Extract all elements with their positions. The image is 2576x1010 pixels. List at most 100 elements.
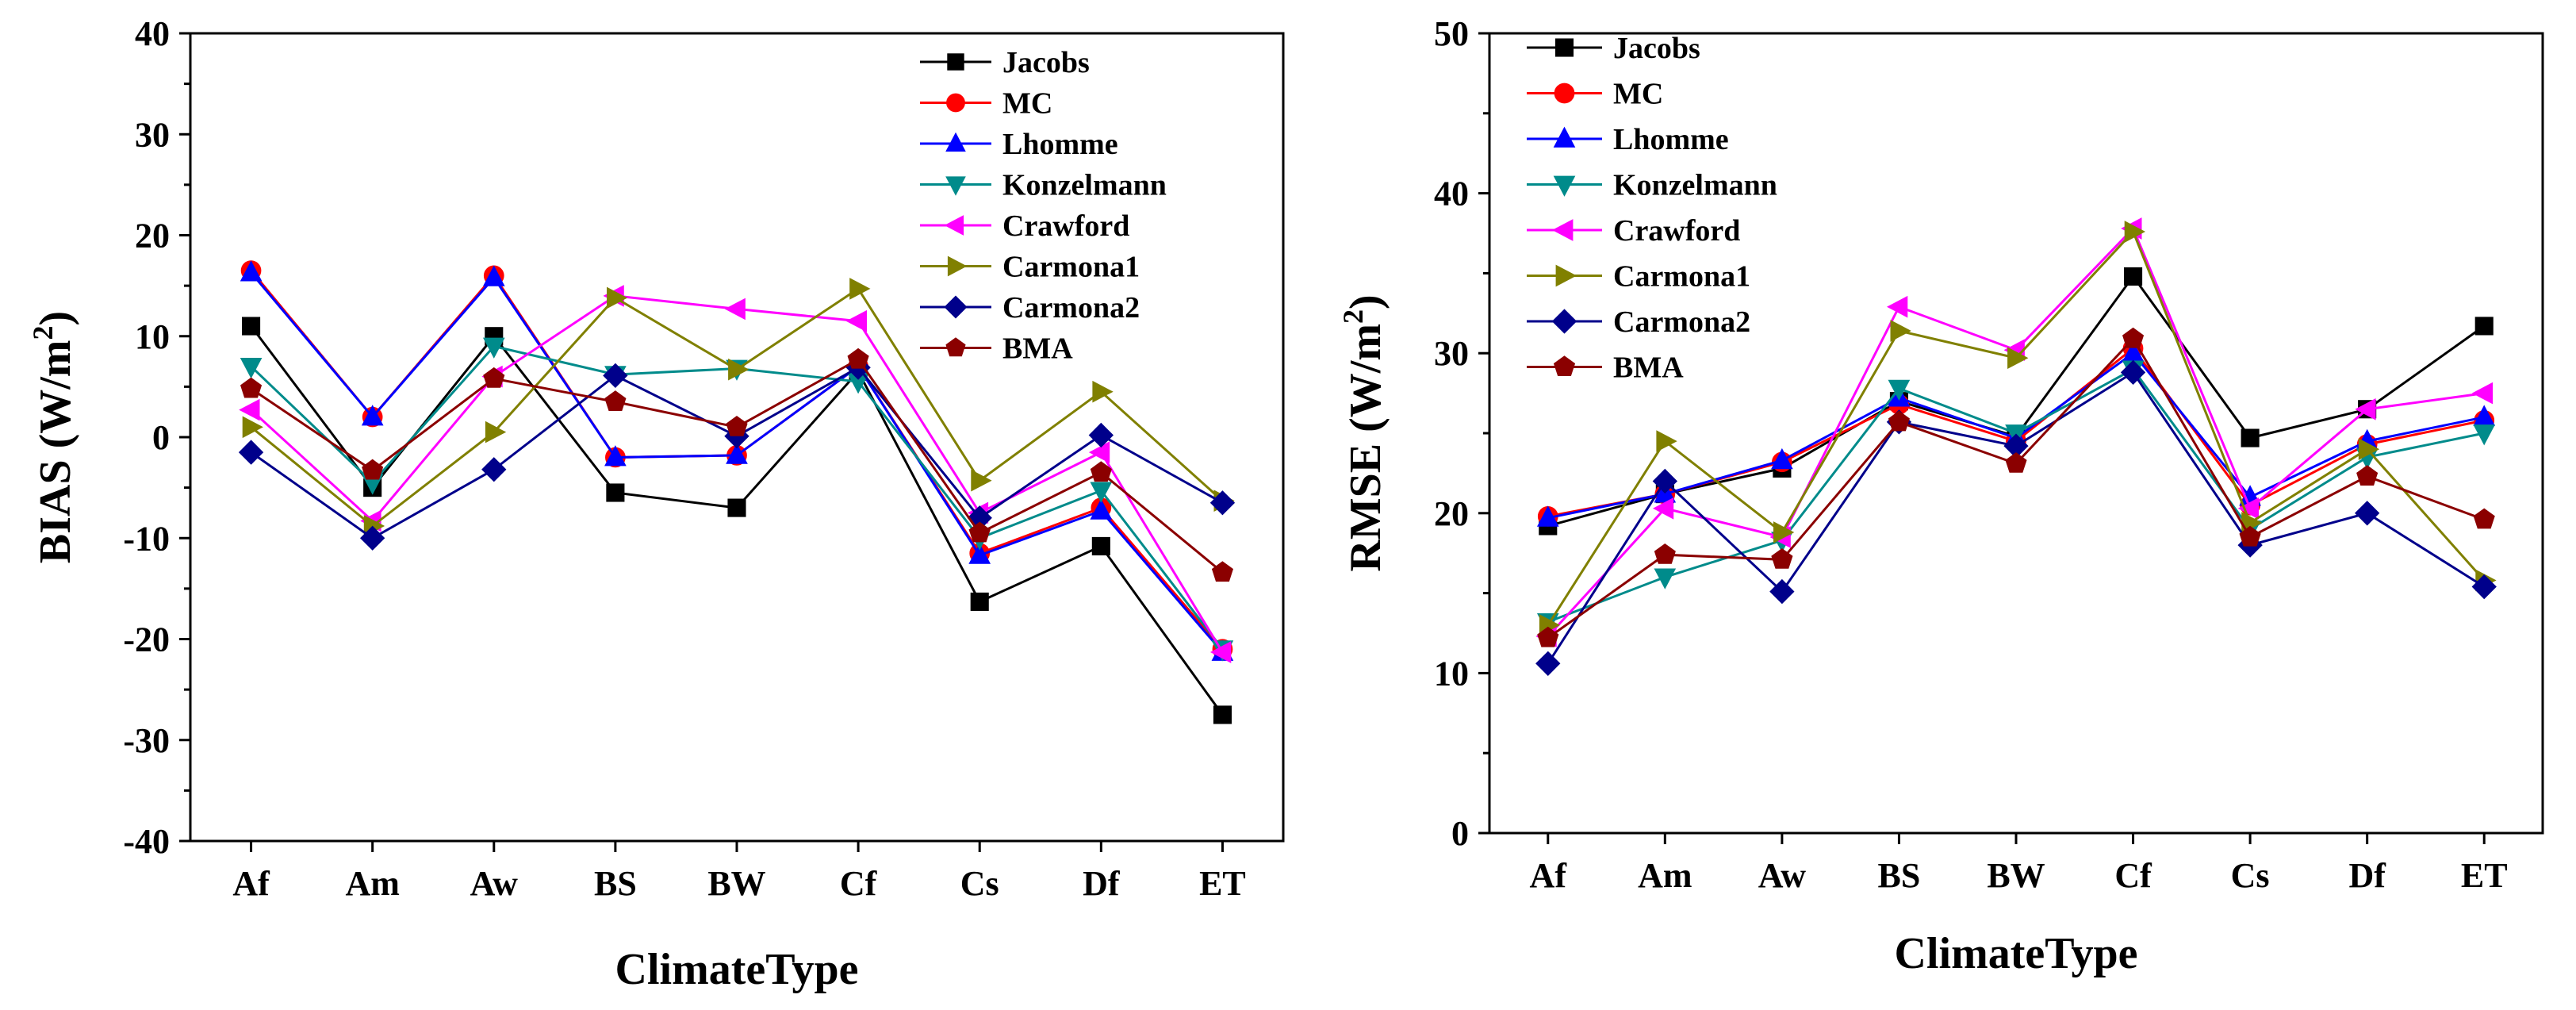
bias-legend-marker — [945, 176, 966, 196]
rmse-x-axis-title: ClimateType — [1895, 929, 2138, 978]
rmse-legend-marker — [1554, 83, 1575, 104]
rmse-x-tick-label: Am — [1638, 856, 1692, 895]
rmse-legend-item-bma: BMA — [1527, 351, 1684, 385]
bias-carmona2-point — [238, 440, 264, 465]
rmse-legend-label: Crawford — [1613, 214, 1740, 248]
bias-legend-item-bma: BMA — [920, 332, 1073, 366]
rmse-x-tick-label: ET — [2461, 856, 2508, 895]
rmse-carmona2-point — [1769, 578, 1795, 605]
rmse-y-tick-label: 20 — [1434, 494, 1469, 533]
bias-y-tick-label: 20 — [135, 217, 170, 255]
rmse-legend-item-crawford: Crawford — [1527, 214, 1740, 248]
bias-bma-point — [604, 390, 627, 411]
rmse-chart: 0 10 20 30 40 50 Af Am Aw BS BW Cf Cs Df ET Jacobs MC Lh… — [1337, 14, 2544, 978]
rmse-x-tick-label: Cf — [2114, 856, 2152, 895]
bias-x-tick-label: Cs — [960, 864, 999, 903]
bias-konzelmann-point — [482, 337, 505, 359]
rmse-legend-label: Konzelmann — [1613, 169, 1777, 202]
bias-konzelmann-point — [240, 358, 263, 379]
rmse-carmona1-point — [1773, 521, 1795, 543]
bias-bma-line — [250, 358, 1224, 574]
bias-carmona1-point — [1092, 380, 1114, 403]
bias-y-tick-label: -10 — [123, 519, 170, 558]
rmse-bma-point — [2473, 508, 2495, 529]
rmse-series-carmona1 — [1539, 221, 2497, 636]
bias-lhomme-point — [240, 260, 263, 282]
bias-x-tick-label: Af — [232, 864, 270, 903]
bias-bma-point — [483, 367, 505, 388]
bias-jacobs-point — [1213, 705, 1232, 724]
bias-crawford-point — [1088, 441, 1110, 463]
rmse-legend-label: MC — [1613, 78, 1663, 111]
bias-y-axis-title: BIAS (W/m2) — [27, 311, 80, 563]
rmse-x-tick-label: Af — [1530, 856, 1568, 895]
rmse-crawford-point — [1887, 295, 1908, 318]
rmse-bma-point — [2239, 525, 2261, 547]
bias-legend-label: Jacobs — [1002, 46, 1090, 79]
bias-crawford-line — [250, 294, 1224, 653]
bias-y-tick-label: 10 — [135, 317, 170, 356]
rmse-legend-marker — [1553, 355, 1576, 376]
bias-x-tick-label: Am — [345, 864, 399, 903]
bias-y-tick-label: -20 — [123, 620, 170, 659]
bias-bma-point — [968, 521, 991, 543]
rmse-x-tick-label: BS — [1878, 856, 1921, 895]
bias-crawford-point — [239, 398, 260, 421]
bias-x-tick-label: Df — [1083, 864, 1121, 903]
rmse-legend-marker — [1551, 309, 1577, 334]
rmse-y-tick-label: 50 — [1434, 14, 1469, 53]
bias-konzelmann-line — [250, 344, 1224, 651]
bias-y-tick-label: 40 — [135, 14, 170, 53]
bias-carmona1-point — [849, 278, 871, 300]
bias-legend-item-jacobs: Jacobs — [920, 46, 1090, 79]
bias-legend-marker — [944, 215, 964, 236]
rmse-carmona2-point — [2471, 574, 2497, 600]
bias-carmona2-point — [481, 457, 507, 482]
bias-y-tick-label: 30 — [135, 115, 170, 154]
rmse-bma-point — [1537, 626, 1559, 647]
bias-legend: Jacobs MC Lhomme Konzelmann Crawford Carmona1… — [920, 46, 1167, 366]
rmse-bma-point — [2005, 452, 2027, 473]
bias-carmona2-point — [1209, 490, 1236, 516]
rmse-x-tick-label: Cs — [2231, 856, 2270, 895]
rmse-x-tick-label: BW — [1987, 856, 2045, 895]
bias-crawford-point — [845, 309, 867, 332]
bias-carmona1-point — [485, 421, 507, 444]
bias-bma-point — [240, 377, 263, 398]
rmse-carmona2-point — [2354, 501, 2380, 526]
bias-carmona1-point — [607, 286, 628, 309]
rmse-jacobs-point — [2241, 428, 2260, 447]
bias-y-tick-label: -30 — [123, 721, 170, 760]
rmse-y-tick-label: 10 — [1434, 654, 1469, 693]
rmse-bma-point — [1888, 410, 1910, 432]
bias-jacobs-point — [970, 592, 989, 611]
rmse-jacobs-point — [2124, 267, 2143, 286]
bias-bma-point — [1211, 561, 1233, 582]
bias-legend-label: Carmona2 — [1002, 291, 1140, 325]
bias-legend-marker — [945, 132, 966, 152]
bias-lhomme-point — [361, 405, 384, 426]
rmse-carmona1-point — [1656, 430, 1677, 452]
rmse-crawford-point — [2471, 382, 2494, 405]
rmse-carmona2-point — [1535, 651, 1561, 677]
rmse-legend-item-konzelmann: Konzelmann — [1527, 169, 1777, 202]
bias-legend-label: Crawford — [1002, 209, 1129, 243]
rmse-konzelmann-point — [2473, 424, 2496, 446]
bias-legend-label: MC — [1002, 87, 1052, 121]
bias-y-tick-label: -40 — [123, 822, 170, 861]
bias-x-tick-label: ET — [1199, 864, 1246, 903]
bias-x-tick-label: BW — [707, 864, 765, 903]
bias-konzelmann-point — [1090, 482, 1113, 503]
bias-bma-point — [362, 459, 384, 480]
rmse-axis-layer: 0 10 20 30 40 50 Af Am Aw BS BW Cf Cs Df ET — [1434, 14, 2508, 895]
bias-carmona1-point — [728, 358, 749, 381]
bias-series-bma — [240, 348, 1233, 582]
rmse-legend-label: Carmona1 — [1613, 260, 1750, 294]
bias-x-tick-label: Cf — [840, 864, 878, 903]
bias-axis-layer: -40 -30 -20 -10 0 10 20 30 40 Af Am Aw BS BW Cf Cs Df ET — [123, 14, 1245, 903]
rmse-legend-label: Lhomme — [1613, 123, 1729, 156]
bias-lhomme-point — [482, 265, 505, 286]
bias-lhomme-point — [1090, 498, 1113, 520]
rmse-legend-item-carmona1: Carmona1 — [1527, 260, 1750, 294]
